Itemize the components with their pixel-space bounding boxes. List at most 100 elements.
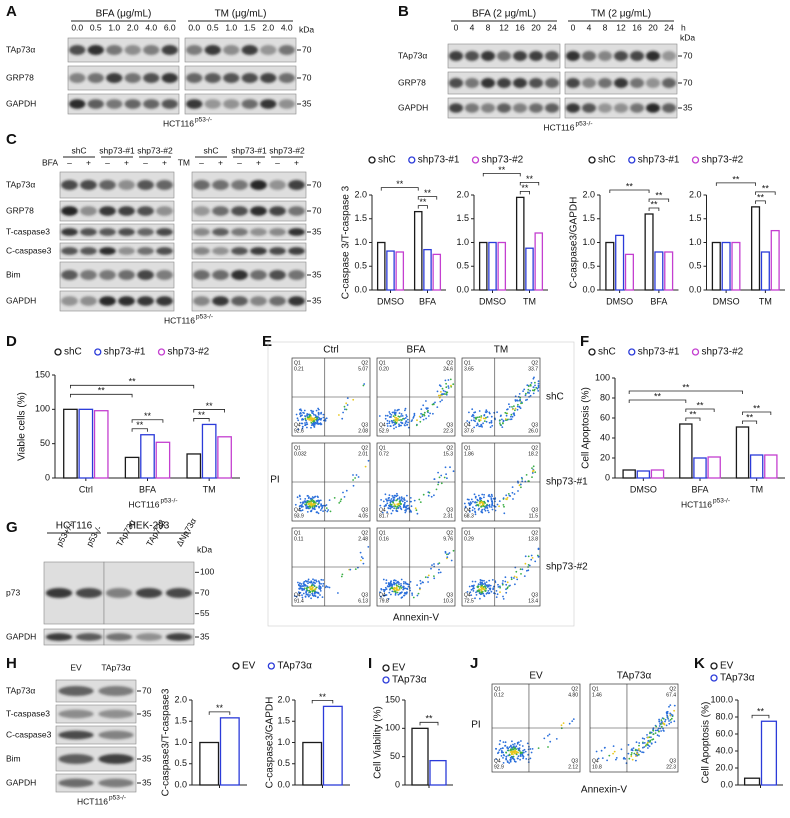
band <box>464 78 480 88</box>
event-dot <box>627 744 630 746</box>
event-dot <box>480 497 483 500</box>
lane-label: 6.0 <box>164 22 176 32</box>
event-dot <box>489 587 492 590</box>
y-tick-label: 0.5 <box>354 261 367 271</box>
event-dot <box>480 511 483 513</box>
quadrant-value: 79.8 <box>379 598 389 604</box>
event-dot <box>486 499 489 502</box>
event-dot <box>318 582 321 585</box>
band <box>661 103 677 113</box>
event-dot <box>522 757 524 760</box>
clone-label: shp73-#2 <box>269 145 305 155</box>
event-dot <box>597 757 600 760</box>
event-dot <box>450 559 453 562</box>
membrane <box>59 242 175 260</box>
event-dot <box>660 723 662 726</box>
row-label: GAPDH <box>6 295 36 305</box>
significance-bracket <box>648 207 660 211</box>
event-dot <box>470 585 473 587</box>
quadrant-label: Q4 <box>294 422 301 428</box>
marker-label: 35 <box>200 631 210 641</box>
event-dot <box>480 579 482 582</box>
event-dot <box>392 415 395 417</box>
event-dot <box>479 591 481 594</box>
band <box>99 228 116 236</box>
event-dot <box>468 498 470 501</box>
band <box>480 78 496 88</box>
band <box>212 228 229 236</box>
event-dot <box>473 584 475 587</box>
marker-label: 35 <box>142 777 152 787</box>
y-tick-label: 0.0 <box>354 284 367 294</box>
event-dot <box>308 581 311 584</box>
event-dot <box>529 384 532 387</box>
event-dot <box>484 509 487 512</box>
band <box>629 78 645 88</box>
event-dot <box>488 592 491 595</box>
event-dot <box>478 590 480 592</box>
band <box>165 588 193 598</box>
lane-label: + <box>86 157 91 167</box>
event-dot <box>508 403 510 406</box>
event-dot <box>474 513 477 516</box>
event-dot <box>301 502 304 504</box>
event-dot <box>410 500 412 503</box>
event-dot <box>638 742 641 744</box>
event-dot <box>520 573 522 575</box>
quadrant-value: 18.2 <box>528 451 538 457</box>
quadrant-value: 22.3 <box>666 764 676 770</box>
event-dot <box>514 399 517 401</box>
event-dot <box>485 505 487 508</box>
y-tick-label: 100 <box>385 723 400 733</box>
event-dot <box>400 587 403 589</box>
quadrant-value: 10.3 <box>443 598 453 604</box>
membrane <box>59 200 175 222</box>
event-dot <box>391 590 394 593</box>
event-dot <box>317 596 319 599</box>
cell-line-label: HCT116 <box>128 499 159 509</box>
event-dot <box>485 581 488 583</box>
event-dot <box>305 589 308 592</box>
event-dot <box>393 427 395 430</box>
legend-label: shC <box>598 347 616 358</box>
band <box>61 270 78 280</box>
event-dot <box>320 578 323 581</box>
bar <box>302 741 323 786</box>
quadrant-value: 1.86 <box>464 451 474 457</box>
event-dot <box>404 511 407 514</box>
event-dot <box>309 506 311 509</box>
event-dot <box>426 407 429 410</box>
event-dot <box>673 720 676 723</box>
band <box>69 99 86 109</box>
event-dot <box>411 594 414 596</box>
event-dot <box>300 583 303 585</box>
panel-letter: E <box>262 333 272 350</box>
event-dot <box>329 510 332 513</box>
lane-label: 0.0 <box>188 22 200 32</box>
event-dot <box>485 409 488 412</box>
band <box>143 99 160 109</box>
event-dot <box>549 740 552 743</box>
event-dot <box>400 415 402 417</box>
event-dot <box>524 394 527 397</box>
event-dot <box>394 505 397 508</box>
significance-label: ** <box>655 190 663 200</box>
row-label: GAPDH <box>6 631 36 641</box>
event-dot <box>297 583 300 586</box>
bar <box>525 247 534 291</box>
event-dot <box>513 750 516 753</box>
event-dot <box>425 400 427 402</box>
event-dot <box>635 753 637 756</box>
kda-label: kDa <box>197 544 212 554</box>
event-dot <box>522 749 524 752</box>
marker-label: 55 <box>200 608 210 618</box>
quadrant-label: Q2 <box>361 445 368 451</box>
band <box>98 778 134 788</box>
event-dot <box>531 476 533 478</box>
event-dot <box>391 421 394 424</box>
band <box>105 588 133 598</box>
legend-label: shp73-#1 <box>104 347 146 358</box>
event-dot <box>310 409 312 412</box>
event-dot <box>404 407 407 410</box>
event-dot <box>397 585 400 588</box>
